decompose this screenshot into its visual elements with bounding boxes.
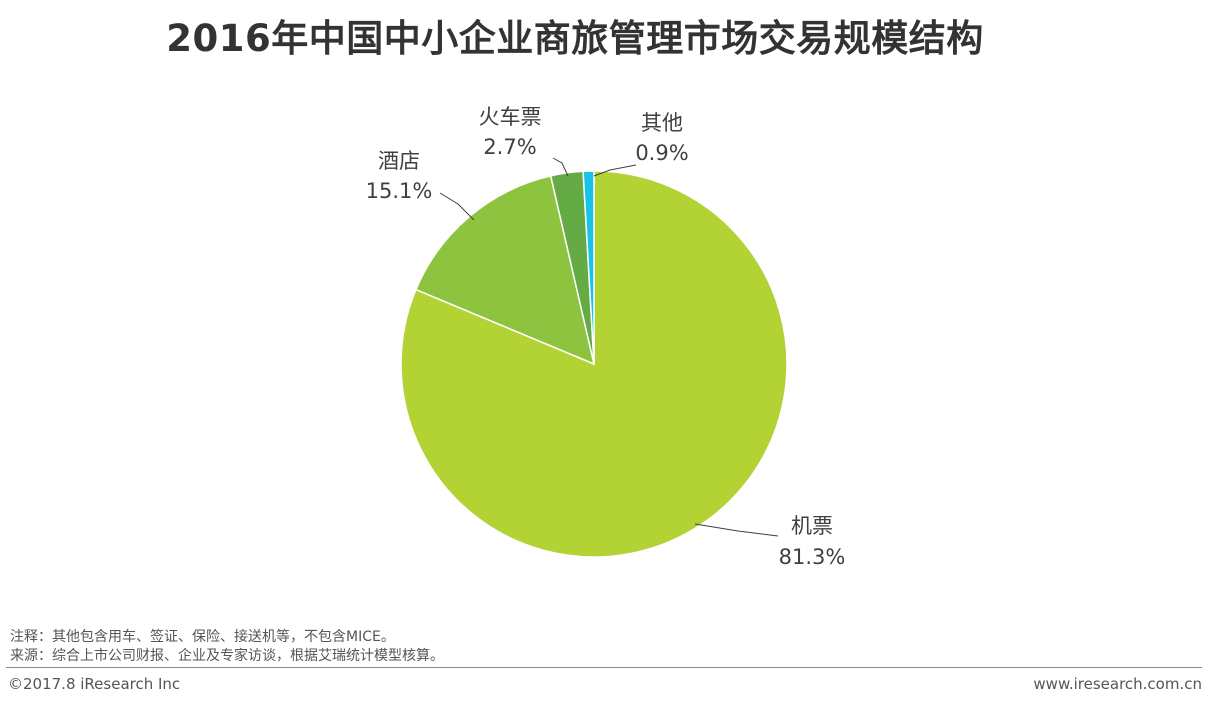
slice-label-jiudian: 酒店: [378, 149, 420, 173]
chart-title: 2016年中国中小企业商旅管理市场交易规模结构: [166, 17, 984, 60]
slice-value-huochepiao: 2.7%: [483, 135, 536, 159]
slice-qita: [582, 170, 595, 365]
website-link[interactable]: www.iresearch.com.cn: [1033, 675, 1202, 693]
slice-value-jiudian: 15.1%: [366, 179, 433, 203]
copyright-text: ©2017.8 iResearch Inc: [8, 675, 181, 693]
slice-label-qita: 其他: [641, 111, 683, 135]
chart-source: 来源：综合上市公司财报、企业及专家访谈，根据艾瑞统计模型核算。: [10, 648, 444, 664]
slice-label-jipiao: 机票: [791, 514, 833, 538]
leader-line-jipiao: [694, 523, 779, 537]
chart-note: 注释：其他包含用车、签证、保险、接送机等，不包含MICE。: [10, 629, 395, 645]
leader-line-qita: [593, 164, 637, 177]
slice-value-qita: 0.9%: [635, 141, 688, 165]
leader-line-huochepiao: [552, 157, 569, 177]
slices-layer: [400, 170, 788, 558]
leader-lines-layer: [439, 157, 779, 537]
leader-line-jiudian: [439, 192, 475, 221]
footer-divider: [6, 667, 1202, 668]
slice-value-jipiao: 81.3%: [779, 545, 846, 569]
slice-label-huochepiao: 火车票: [479, 105, 542, 129]
slice-jiudian: [414, 175, 596, 366]
labels-layer: 机票 81.3% 酒店 15.1% 火车票 2.7% 其他 0.9%: [366, 105, 846, 569]
